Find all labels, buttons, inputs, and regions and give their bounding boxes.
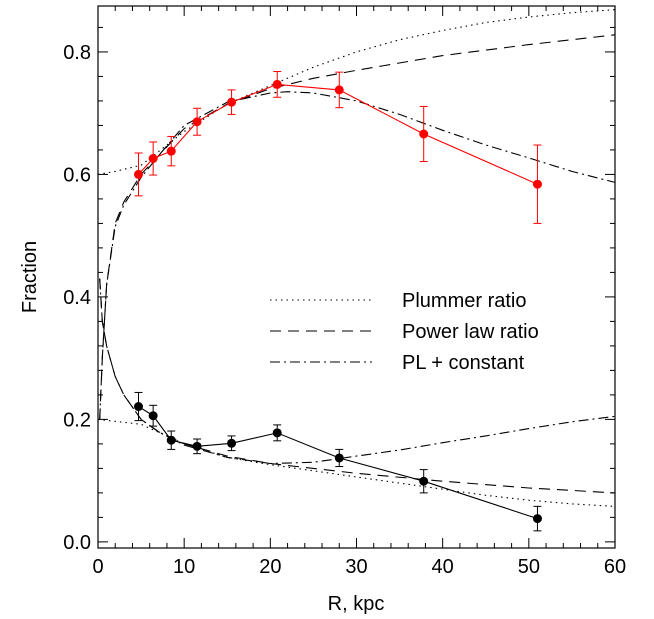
data-point: [227, 97, 237, 107]
tick-labels: 0 10 20 30 40 50 60 0.0 0.2 0.4 0.6 0.8: [63, 42, 626, 578]
model-curve-dashed-upper: [99, 34, 616, 420]
legend: Plummer ratio Power law ratio PL + constan…: [270, 290, 539, 374]
model-curve-dashdot-upper: [99, 91, 616, 420]
data-point: [532, 514, 542, 524]
model-curve-dashed-lower: [99, 278, 616, 494]
x-axis-title: R, kpc: [328, 593, 385, 615]
data-point: [532, 179, 542, 189]
legend-label: Power law ratio: [402, 321, 539, 343]
data-point: [334, 453, 344, 463]
x-tick-label: 40: [432, 556, 454, 578]
data-series: [133, 71, 542, 532]
axis-ticks: [97, 6, 616, 548]
legend-label: Plummer ratio: [402, 290, 526, 312]
model-curve-dashdot-lower: [99, 278, 616, 465]
model-curve-dotted-lower: [97, 418, 616, 507]
x-tick-label: 60: [604, 556, 626, 578]
y-tick-label: 0.4: [63, 287, 91, 309]
legend-label: PL + constant: [402, 352, 525, 374]
data-point: [419, 129, 429, 139]
model-curves: [97, 9, 616, 507]
y-axis-title: Fraction: [19, 241, 41, 313]
data-point: [272, 428, 282, 438]
x-tick-label: 20: [259, 556, 281, 578]
x-tick-label: 50: [518, 556, 540, 578]
data-point: [192, 441, 202, 451]
data-point: [334, 85, 344, 95]
data-point: [166, 435, 176, 445]
y-tick-label: 0.0: [63, 532, 91, 554]
data-point: [419, 476, 429, 486]
data-point: [133, 169, 143, 179]
y-tick-label: 0.2: [63, 409, 91, 431]
y-tick-label: 0.6: [63, 164, 91, 186]
series-0-line: [138, 83, 538, 185]
data-point: [133, 402, 143, 412]
data-point: [227, 438, 237, 448]
x-tick-label: 0: [92, 556, 103, 578]
data-point: [166, 146, 176, 156]
x-tick-label: 30: [345, 556, 367, 578]
series-1-line: [138, 406, 538, 520]
data-point: [272, 79, 282, 89]
data-point: [148, 411, 158, 421]
y-tick-label: 0.8: [63, 42, 91, 64]
x-tick-label: 10: [173, 556, 195, 578]
plot-frame: [97, 5, 616, 549]
data-point: [148, 153, 158, 163]
data-point: [192, 117, 202, 127]
